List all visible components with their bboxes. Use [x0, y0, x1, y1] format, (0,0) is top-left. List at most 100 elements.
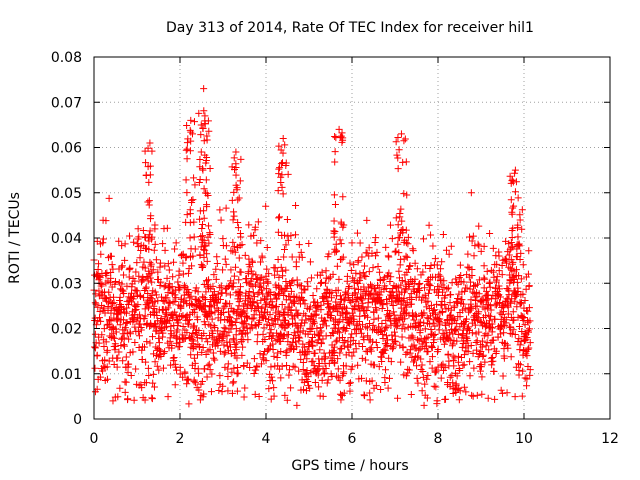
data-point	[148, 269, 156, 277]
data-point	[343, 304, 351, 312]
data-point	[129, 348, 137, 356]
data-point	[367, 281, 375, 289]
data-point	[393, 317, 401, 325]
data-point	[105, 194, 113, 202]
data-point	[115, 237, 123, 245]
data-point	[384, 384, 392, 392]
data-point	[446, 299, 454, 307]
data-point	[312, 310, 320, 318]
data-point	[146, 322, 154, 330]
data-point	[131, 323, 139, 331]
data-point	[151, 358, 159, 366]
data-point	[144, 364, 152, 372]
data-point	[499, 372, 507, 380]
data-point	[318, 268, 326, 276]
data-point	[203, 189, 211, 197]
data-point	[186, 210, 194, 218]
data-point	[430, 382, 438, 390]
data-point	[339, 223, 347, 231]
data-point	[428, 353, 436, 361]
data-point	[441, 321, 449, 329]
data-point	[373, 343, 381, 351]
data-point	[426, 320, 434, 328]
data-point	[183, 311, 191, 319]
data-point	[515, 322, 523, 330]
data-point	[200, 245, 208, 253]
data-point	[121, 256, 129, 264]
data-point	[330, 217, 338, 225]
data-point	[141, 264, 149, 272]
data-point	[176, 338, 184, 346]
data-point	[457, 353, 465, 361]
data-point	[105, 357, 113, 365]
data-point	[216, 284, 224, 292]
data-point	[250, 369, 258, 377]
data-point	[411, 259, 419, 267]
data-point	[197, 232, 205, 240]
data-point	[456, 323, 464, 331]
data-point	[196, 175, 204, 183]
data-point	[257, 237, 265, 245]
data-point	[397, 255, 405, 263]
data-point	[116, 384, 124, 392]
data-point	[485, 301, 493, 309]
data-point	[206, 310, 214, 318]
data-point	[437, 374, 445, 382]
data-point	[475, 276, 483, 284]
data-point	[512, 266, 520, 274]
data-point	[485, 346, 493, 354]
data-point	[526, 339, 534, 347]
data-point	[279, 190, 287, 198]
data-point	[526, 371, 534, 379]
data-point	[202, 241, 210, 249]
data-point	[467, 342, 475, 350]
data-point	[394, 240, 402, 248]
data-point	[518, 392, 526, 400]
data-point	[350, 315, 358, 323]
data-point	[272, 337, 280, 345]
data-point	[300, 343, 308, 351]
data-point	[523, 382, 531, 390]
data-point	[230, 243, 238, 251]
data-point	[183, 329, 191, 337]
data-point	[478, 337, 486, 345]
data-point	[133, 240, 141, 248]
data-point	[504, 310, 512, 318]
data-point	[169, 273, 177, 281]
data-point	[348, 363, 356, 371]
data-point	[353, 229, 361, 237]
data-point	[259, 330, 267, 338]
data-point	[386, 277, 394, 285]
data-point	[321, 292, 329, 300]
data-point	[236, 283, 244, 291]
data-point	[120, 271, 128, 279]
data-point	[489, 244, 497, 252]
data-point	[228, 389, 236, 397]
data-point	[183, 121, 191, 129]
data-point	[200, 137, 208, 145]
data-point	[235, 194, 243, 202]
data-point	[489, 268, 497, 276]
data-point	[524, 307, 532, 315]
data-point	[148, 278, 156, 286]
data-point	[317, 340, 325, 348]
data-point	[179, 323, 187, 331]
grid-lines	[94, 57, 610, 419]
data-point	[185, 288, 193, 296]
data-point	[321, 353, 329, 361]
data-point	[400, 294, 408, 302]
data-point	[345, 379, 353, 387]
data-point	[504, 303, 512, 311]
data-point	[492, 347, 500, 355]
data-point	[112, 342, 120, 350]
data-point	[298, 289, 306, 297]
data-point	[381, 346, 389, 354]
data-point	[486, 313, 494, 321]
data-point	[175, 267, 183, 275]
data-point	[151, 240, 159, 248]
data-point	[186, 294, 194, 302]
data-point	[169, 312, 177, 320]
data-point	[139, 226, 147, 234]
data-point	[163, 224, 171, 232]
data-point	[278, 286, 286, 294]
